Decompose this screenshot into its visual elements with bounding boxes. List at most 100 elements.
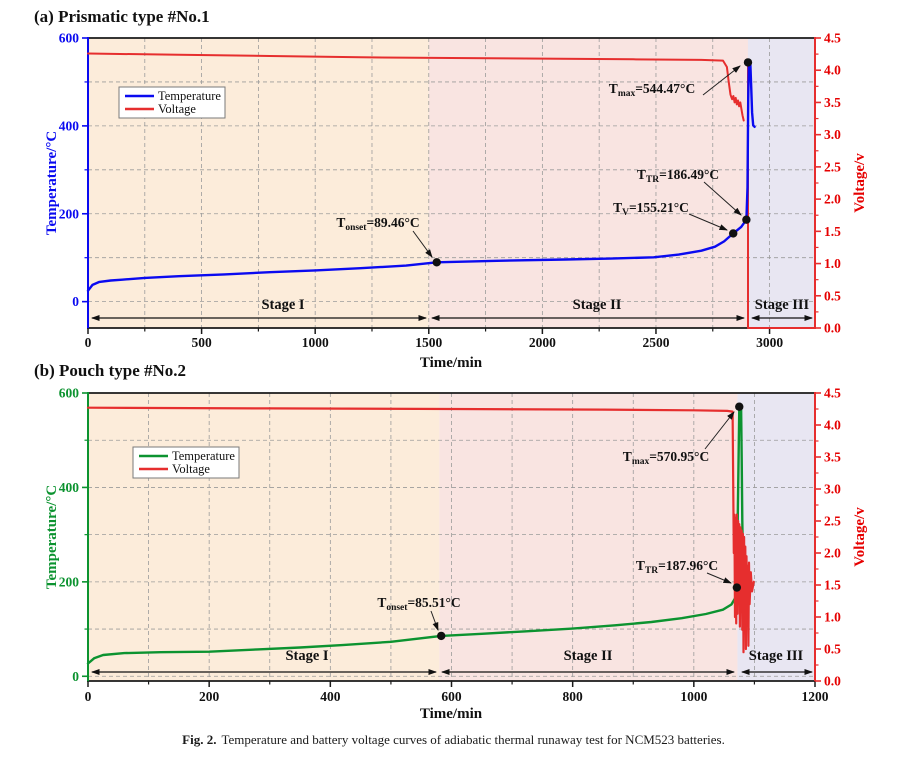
temp-tick-label: 200 xyxy=(59,574,80,589)
annotation-pre: T xyxy=(637,167,646,182)
annotation-arrow xyxy=(430,610,439,631)
annotation-pre: T xyxy=(623,449,632,464)
annotation-pre: T xyxy=(336,215,345,230)
x-tick-label: 500 xyxy=(191,335,212,350)
y-axis-label-left: Temperature/°C xyxy=(44,485,60,589)
x-tick-label: 2000 xyxy=(529,335,556,350)
annotation-pre: T xyxy=(636,558,645,573)
annotation-value: =544.47°C xyxy=(635,81,695,96)
annotation-text: Tmax=544.47°C xyxy=(609,81,695,99)
x-tick-label: 600 xyxy=(441,689,462,704)
legend-box xyxy=(132,446,240,479)
legend-label-voltage: Voltage xyxy=(172,462,210,476)
data-point-marker xyxy=(732,583,742,592)
stage-region-1 xyxy=(88,393,440,681)
annotation-sub: max xyxy=(632,457,650,467)
legend-label-voltage: Voltage xyxy=(158,102,196,116)
annotation-sub: max xyxy=(618,89,636,99)
temp-tick-label: 0 xyxy=(72,294,79,309)
legend-box xyxy=(118,86,226,119)
data-point-marker xyxy=(743,58,753,67)
data-point-marker xyxy=(432,258,441,267)
temp-tick-label: 400 xyxy=(59,118,80,133)
annotation-arrow xyxy=(706,572,732,584)
x-tick-label: 1200 xyxy=(802,689,829,704)
stage-label-1: Stage I xyxy=(261,297,304,313)
stage-region-3 xyxy=(737,393,815,681)
annotation-sub: onset xyxy=(345,223,367,233)
x-tick-label: 800 xyxy=(563,689,584,704)
annotation-value: =85.51°C xyxy=(407,595,460,610)
voltage-tick-label: 4.5 xyxy=(824,386,841,401)
voltage-tick-label: 0.0 xyxy=(824,674,841,689)
temp-tick-label: 200 xyxy=(59,206,80,221)
figure-canvas: 0 500 1000 1500 2000 2500 300002004006000.00.5… xyxy=(34,7,868,722)
x-axis-label: Time/min xyxy=(420,355,483,371)
annotation-arrow xyxy=(702,65,741,96)
annotation-pre: T xyxy=(613,200,622,215)
temperature-curve xyxy=(86,61,756,292)
y-axis-label-left: Temperature/°C xyxy=(44,131,60,235)
stage-label-1: Stage I xyxy=(285,648,328,664)
caption-text: Temperature and battery voltage curves o… xyxy=(221,732,725,747)
x-tick-label: 2500 xyxy=(642,335,669,350)
voltage-tick-label: 1.0 xyxy=(824,610,841,625)
chart-b: 0 200 400 600 800 1000 1200 0 200 400 600 0.0 0.5 1.0… xyxy=(34,361,868,722)
voltage-tick-label: 3.0 xyxy=(824,127,841,142)
annotation-arrow xyxy=(704,411,735,450)
annotation-pre: T xyxy=(377,595,386,610)
annotation-value: =155.21°C xyxy=(629,200,689,215)
annotation-text: Tmax=570.95°C xyxy=(623,449,709,467)
annotation-text: TTR=186.49°C xyxy=(637,167,719,185)
annotation-arrow xyxy=(412,230,433,258)
annotation-sub: onset xyxy=(386,603,408,613)
data-point-marker xyxy=(729,229,738,238)
stage-region-2 xyxy=(439,393,738,681)
stage-label-3: Stage III xyxy=(755,297,810,313)
legend-label-temperature: Temperature xyxy=(172,449,235,463)
temp-tick-label: 400 xyxy=(59,480,80,495)
temp-tick-label: 600 xyxy=(59,31,80,46)
temp-tick-label: 600 xyxy=(59,386,80,401)
y-axis-label-right: Voltage/v xyxy=(852,153,868,213)
annotation-value: =187.96°C xyxy=(658,558,718,573)
x-tick-label: 1000 xyxy=(302,335,329,350)
x-tick-label: 0 xyxy=(85,689,92,704)
voltage-tick-label: 0.5 xyxy=(824,642,841,657)
data-point-marker xyxy=(742,215,751,224)
x-tick-label: 3000 xyxy=(756,335,783,350)
x-tick-label: 0 xyxy=(85,335,92,350)
voltage-tick-label: 4.0 xyxy=(824,63,841,78)
panel-title-a: (a) Prismatic type #No.1 xyxy=(34,7,210,26)
stage-label-2: Stage II xyxy=(564,648,613,664)
annotation-arrow xyxy=(703,181,742,216)
stage-label-2: Stage II xyxy=(573,297,622,313)
annotation-value: =186.49°C xyxy=(659,167,719,182)
panel-title-b: (b) Pouch type #No.2 xyxy=(34,361,186,380)
x-tick-label: 1500 xyxy=(415,335,442,350)
voltage-tick-label: 1.5 xyxy=(824,578,841,593)
caption-prefix: Fig. 2. xyxy=(182,732,217,747)
x-tick-label: 400 xyxy=(320,689,341,704)
voltage-tick-label: 1.0 xyxy=(824,256,841,271)
voltage-tick-label: 2.0 xyxy=(824,192,841,207)
annotation-text: Tonset=85.51°C xyxy=(377,595,460,613)
voltage-tick-label: 4.5 xyxy=(824,31,841,46)
figure-caption: Fig. 2. Temperature and battery voltage c… xyxy=(0,732,907,748)
y-axis-label-right: Voltage/v xyxy=(852,507,868,567)
annotation-value: =570.95°C xyxy=(649,449,709,464)
temperature-curve xyxy=(86,405,745,665)
data-point-marker xyxy=(735,402,744,411)
annotation-text: Tonset=89.46°C xyxy=(336,215,419,233)
stage-region-2 xyxy=(428,38,748,328)
stage-region-3 xyxy=(747,38,815,328)
data-point-marker xyxy=(437,631,446,641)
annotation-sub: TR xyxy=(645,566,658,576)
voltage-tick-label: 3.5 xyxy=(824,95,841,110)
voltage-tick-label: 2.5 xyxy=(824,159,841,174)
voltage-tick-label: 2.0 xyxy=(824,546,841,561)
voltage-tick-label: 3.5 xyxy=(824,450,841,465)
annotation-pre: T xyxy=(609,81,618,96)
voltage-tick-label: 4.0 xyxy=(824,418,841,433)
annotation-text: TV=155.21°C xyxy=(613,200,689,218)
